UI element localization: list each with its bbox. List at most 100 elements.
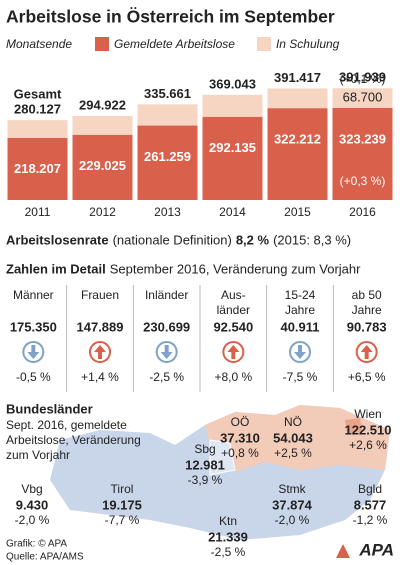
bar-segment [332,107,393,200]
trend-arrow [94,345,106,359]
state-value: 8.577 [354,497,387,512]
state-change: -1,2 % [353,513,388,527]
state-value: 12.981 [185,457,225,472]
group-name: Männer [13,288,54,302]
footer-credit: Grafik: © APA [6,539,67,550]
state-change: -7,7 % [105,513,140,527]
state-change: +2,6 % [349,438,387,452]
bar-value-label: 229.025 [79,158,126,173]
bar-segment [72,134,133,200]
annotation: (+0,3 %) [340,174,386,188]
state-value: 37.310 [220,430,260,445]
map-salzburg [209,439,236,476]
bar-segment [202,94,263,117]
group-name: Jahre [352,303,382,317]
state-value: 9.430 [16,497,49,512]
group-change: +1,4 % [81,370,119,384]
legend-swatch [95,37,109,51]
total-label: 335.661 [144,86,191,101]
state-value: 54.043 [273,430,313,445]
group-name: 15-24 [285,288,316,302]
bar-segment [267,88,328,109]
group-name: Inländer [145,288,188,302]
bar-value-label: 261.259 [144,149,191,164]
state-name: Bgld [358,482,382,496]
state-change: +2,5 % [274,446,312,460]
group-change: +8,0 % [214,370,252,384]
legend-swatch [256,37,271,51]
state-value: 122.510 [345,422,392,437]
group-name: länder [217,303,250,317]
map-description: Arbeitslose, Veränderung [6,433,141,447]
x-tick-label: 2015 [284,205,311,219]
footer-source: Quelle: APA/AMS [6,552,84,563]
state-name: Ktn [219,514,237,528]
trend-arrow [160,345,173,359]
rate-value: 8,2 % [236,232,270,247]
group-value: 90.783 [347,319,387,334]
bar-segment [72,115,133,135]
state-change: -2,0 % [275,513,310,527]
bar-segment [267,108,328,200]
details-title: Zahlen im Detail [6,261,106,276]
map-vienna [345,418,362,434]
trend-arrow [360,345,373,359]
total-label: 280.127 [14,102,61,117]
x-tick-label: 2012 [89,205,116,219]
logo-mark [336,544,350,558]
x-tick-label: 2011 [25,205,51,219]
legend-label: In Schulung [276,37,340,51]
bar-value-label: 218.207 [14,161,61,176]
bar-value-label: 68.700 [343,90,383,105]
rate-previous: (2015: 8,3 %) [273,232,351,247]
bar-segment [202,116,263,200]
state-name: Sbg [194,442,215,456]
rate-label: Arbeitslosenrate [6,232,109,247]
group-value: 92.540 [213,319,253,334]
group-value: 175.350 [10,319,57,334]
state-value: 21.339 [208,529,248,544]
map-title: Bundesländer [6,401,93,416]
state-change: -2,0 % [15,513,50,527]
map-description: zum Vorjahr [6,448,70,462]
state-name: Wien [354,407,381,421]
total-caption: Gesamt [14,87,62,102]
bar-value-label: 292.135 [209,140,256,155]
rate-note: (nationale Definition) [113,232,232,247]
trend-arrow [294,345,306,359]
details-subtitle: September 2016, Veränderung zum Vorjahr [110,261,361,276]
logo: APA [358,540,394,559]
state-name: NÖ [284,415,302,429]
bar-segment [137,125,198,200]
group-name: ab 50 [352,288,382,302]
x-tick-label: 2016 [349,205,376,219]
group-value: 230.699 [143,319,190,334]
bar-segment [7,120,68,138]
trend-arrow [227,345,240,359]
group-change: -0,5 % [16,370,51,384]
trend-arrow [27,345,40,359]
state-value: 37.874 [272,497,313,512]
state-value: 19.175 [102,497,142,512]
group-change: +6,5 % [348,370,386,384]
annotation: (+0,1 %) [340,72,386,86]
state-change: -3,9 % [188,473,223,487]
group-value: 40.911 [280,319,319,334]
group-name: Aus- [221,288,246,302]
chart-title: Arbeitslose in Österreich im September [6,7,335,27]
group-name: Frauen [81,288,119,302]
group-change: -2,5 % [149,370,184,384]
state-name: Stmk [278,482,306,496]
total-label: 391.939 [339,70,386,85]
total-label: 369.043 [209,76,256,91]
state-name: Vbg [21,482,42,496]
state-change: +0,8 % [221,446,259,460]
x-tick-label: 2014 [219,205,246,219]
subtitle: Monatsende [6,37,72,51]
map-description: Sept. 2016, gemeldete [6,418,127,432]
bar-segment [137,104,198,126]
group-value: 147.889 [77,319,124,334]
state-name: OÖ [231,415,250,429]
state-change: -2,5 % [211,545,246,559]
